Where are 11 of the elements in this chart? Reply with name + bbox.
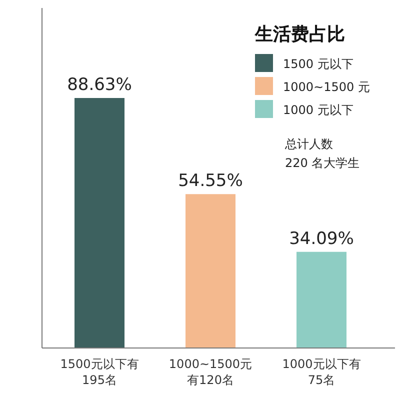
- legend-label: 1000~1500 元: [283, 80, 370, 94]
- x-tick-label: 1500元以下有195名: [60, 357, 139, 387]
- legend-label: 1000 元以下: [283, 103, 354, 117]
- data-label: 34.09%: [289, 228, 354, 249]
- annotation: 总计人数 220 名大学生: [284, 137, 360, 170]
- x-tick-label: 1000元以下有75名: [282, 357, 361, 387]
- legend-label: 1500 元以下: [283, 57, 354, 71]
- data-label: 54.55%: [178, 171, 243, 192]
- data-label: 88.63%: [67, 75, 132, 95]
- x-tick-label: 1000~1500元有120名: [168, 357, 252, 387]
- legend-title: 生活费占比: [254, 24, 345, 45]
